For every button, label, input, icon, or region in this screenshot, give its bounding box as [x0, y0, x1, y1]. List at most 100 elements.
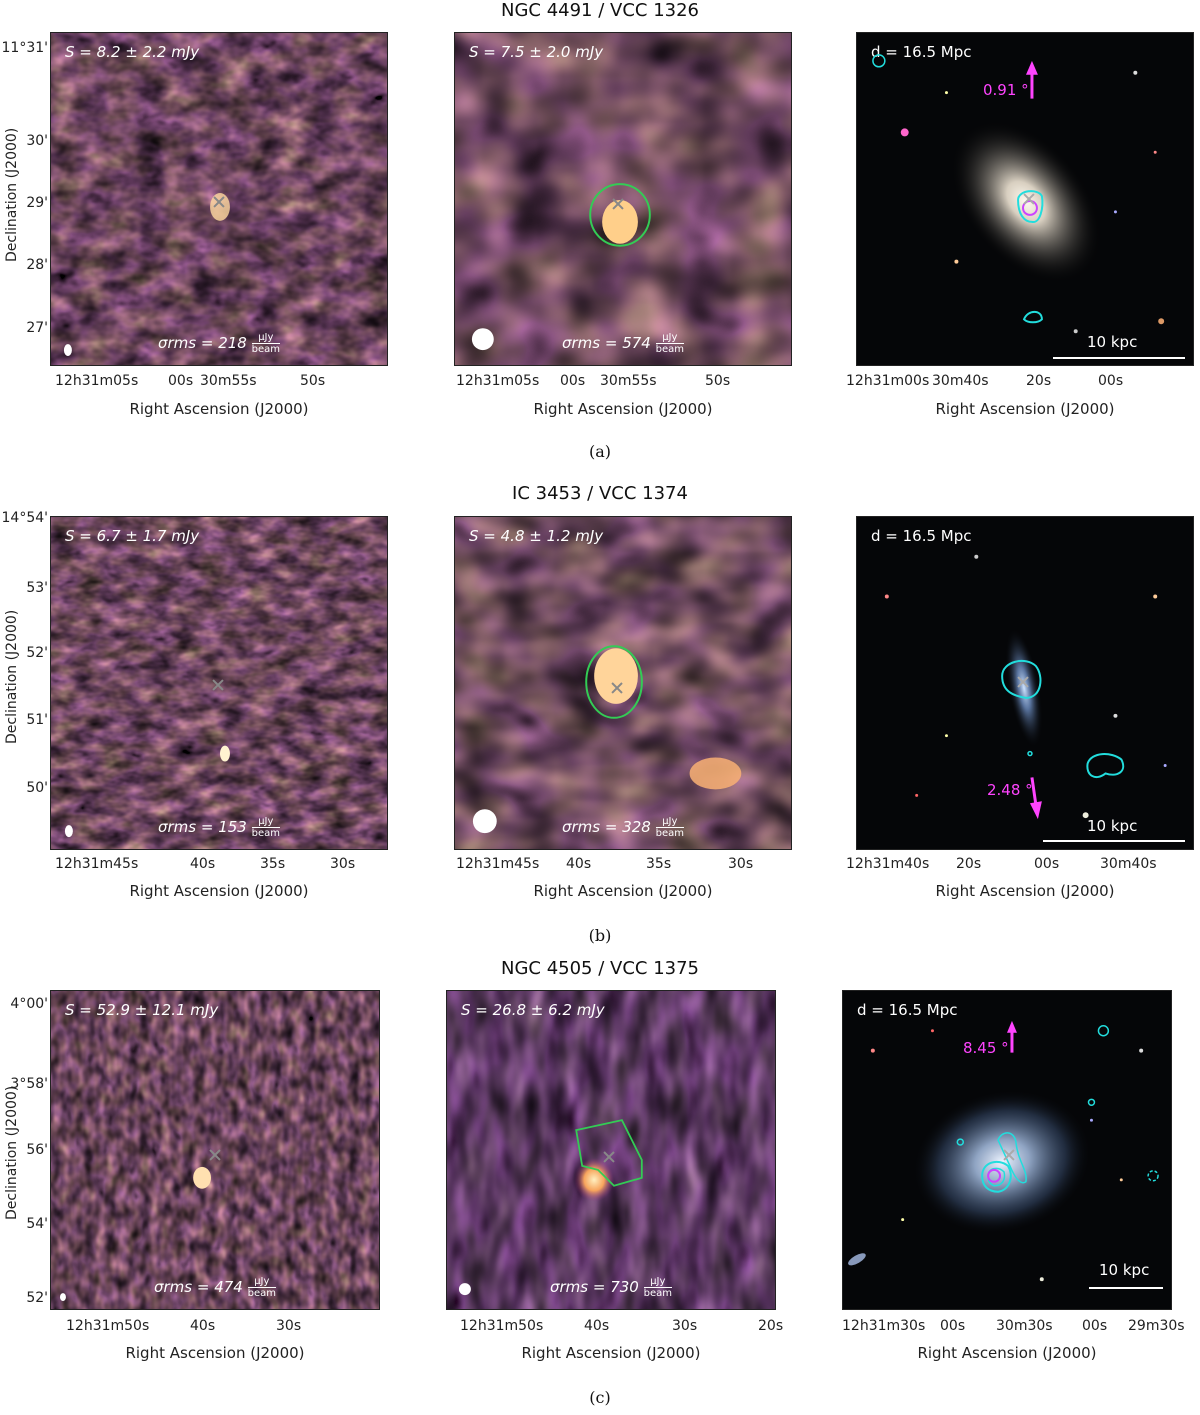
- flux-label-b-mid: S = 4.8 ± 1.2 mJy: [469, 527, 604, 545]
- contour-cyan-dashed: [1147, 1170, 1159, 1182]
- unit-den: beam: [251, 344, 280, 355]
- pa-angle-c: 8.45 °: [963, 1039, 1009, 1057]
- cross-marker: [212, 679, 224, 691]
- ytick-c-4: 52': [26, 1290, 48, 1306]
- overlay-a-mid: [471, 183, 651, 351]
- distance-label-c: d = 16.5 Mpc: [857, 1001, 958, 1019]
- ytick-b-2: 52': [26, 645, 48, 661]
- noise-map-c-mid: [447, 991, 775, 1309]
- flux-label-b-left: S = 6.7 ± 1.7 mJy: [65, 527, 200, 545]
- ytick-c-3: 54': [26, 1216, 48, 1232]
- xtick-b-right-1: 20s: [956, 856, 982, 872]
- xtick-c-mid-3: 20s: [758, 1318, 784, 1334]
- xtick-b-mid-0: 12h31m45s: [456, 856, 540, 872]
- optical-image-a: d = 16.5 Mpc 0.91 ° 10 kpc: [856, 32, 1194, 366]
- cross-marker: [612, 198, 624, 210]
- unit-num: μJy: [655, 816, 684, 828]
- xtick-a-mid-1: 00s: [560, 373, 586, 389]
- xtick-c-right-2: 30m30s: [996, 1318, 1053, 1334]
- xlabel-c-left: Right Ascension (J2000): [125, 1344, 305, 1362]
- overlay-c-mid: [458, 1119, 643, 1296]
- cross-marker: [213, 196, 225, 208]
- radio-map-low-res-c: S = 26.8 ± 6.2 mJy σrms = 730 μJy beam: [446, 990, 776, 1310]
- scale-bar-b: [1043, 840, 1185, 842]
- contour-cyan: [1001, 659, 1042, 699]
- xtick-c-mid-1: 40s: [584, 1318, 610, 1334]
- xtick-b-mid-1: 40s: [566, 856, 592, 872]
- overlay-b-mid: [472, 645, 643, 834]
- rms-label-a-mid: σrms = 574 μJy beam: [455, 332, 791, 355]
- radio-map-high-res-a: S = 8.2 ± 2.2 mJy σrms = 218 μJy beam: [50, 32, 388, 366]
- ytick-a-0: 11°31': [1, 40, 48, 56]
- beam-ellipse: [59, 1293, 66, 1302]
- xtick-c-right-4: 29m30s: [1128, 1318, 1185, 1334]
- xlabel-c-right: Right Ascension (J2000): [917, 1344, 1097, 1362]
- beam-ellipse: [64, 825, 73, 838]
- xlabel-a-mid: Right Ascension (J2000): [533, 400, 713, 418]
- rms-value: σrms = 328: [562, 818, 651, 836]
- xtick-c-right-0: 12h31m30s: [842, 1318, 926, 1334]
- distance-label-b: d = 16.5 Mpc: [871, 527, 972, 545]
- rms-value: σrms = 730: [550, 1278, 639, 1296]
- ytick-c-0: 4°00': [10, 996, 48, 1012]
- contour-cyan-small-1: [1097, 1025, 1110, 1037]
- unit-num: μJy: [655, 332, 684, 344]
- xtick-b-mid-2: 35s: [646, 856, 672, 872]
- xlabel-b-left: Right Ascension (J2000): [129, 882, 309, 900]
- flux-label-a-left: S = 8.2 ± 2.2 mJy: [65, 43, 200, 61]
- arrow-up-icon: [1025, 60, 1038, 99]
- contour-cyan-upper: [997, 1132, 1027, 1184]
- xtick-c-left-0: 12h31m50s: [66, 1318, 150, 1334]
- contour-cyan-small: [1022, 310, 1043, 324]
- caption-b: (b): [588, 926, 612, 945]
- xtick-a-mid-0: 12h31m05s: [456, 373, 540, 389]
- xtick-b-right-0: 12h31m40s: [846, 856, 930, 872]
- caption-a: (a): [588, 442, 612, 461]
- xtick-a-right-1: 30m40s: [932, 373, 989, 389]
- contour-cyan-right: [1086, 753, 1125, 778]
- xtick-a-left-1: 00s: [168, 373, 194, 389]
- row-title-a: NGC 4491 / VCC 1326: [501, 0, 699, 21]
- rms-value: σrms = 153: [158, 818, 247, 836]
- scale-label-a: 10 kpc: [1087, 333, 1138, 351]
- caption-c: (c): [589, 1388, 611, 1407]
- ytick-b-0: 14°54': [1, 510, 48, 526]
- xtick-c-mid-0: 12h31m50s: [460, 1318, 544, 1334]
- cross-marker: [603, 1151, 615, 1163]
- cross-marker: [209, 1149, 221, 1161]
- arrow-up-icon: [1007, 1020, 1017, 1053]
- scale-bar-a: [1053, 357, 1185, 359]
- xtick-b-left-2: 35s: [260, 856, 286, 872]
- unit-num: μJy: [251, 332, 280, 344]
- row-title-c: NGC 4505 / VCC 1375: [501, 958, 699, 979]
- xtick-c-right-1: 00s: [940, 1318, 966, 1334]
- rms-label-b-mid: σrms = 328 μJy beam: [455, 816, 791, 839]
- xtick-b-left-1: 40s: [190, 856, 216, 872]
- noise-map-b-mid: [455, 517, 791, 849]
- unit-den: beam: [655, 344, 684, 355]
- unit-num: μJy: [251, 816, 280, 828]
- radio-map-low-res-a: S = 7.5 ± 2.0 mJy σrms = 574 μJy beam: [454, 32, 792, 366]
- contour-cyan-small-3: [956, 1138, 965, 1146]
- overlay-a-left: [63, 196, 225, 357]
- ytick-b-4: 50': [26, 780, 48, 796]
- rms-value: σrms = 574: [562, 334, 651, 352]
- overlay-b-right: [1001, 659, 1125, 820]
- radio-map-high-res-b: S = 6.7 ± 1.7 mJy σrms = 153 μJy beam: [50, 516, 388, 850]
- xtick-a-right-3: 00s: [1098, 373, 1124, 389]
- pa-angle-a: 0.91 °: [983, 81, 1029, 99]
- xtick-a-mid-3: 50s: [705, 373, 731, 389]
- cross-marker: [1023, 193, 1035, 205]
- contour-cyan-small-2: [1087, 1098, 1096, 1107]
- xtick-b-left-3: 30s: [330, 856, 356, 872]
- ytick-a-4: 27': [26, 320, 48, 336]
- xlabel-a-right: Right Ascension (J2000): [935, 400, 1115, 418]
- overlay-a-right: [872, 54, 1044, 324]
- rms-label-a-left: σrms = 218 μJy beam: [51, 332, 387, 355]
- contour-magenta: [987, 1168, 1002, 1183]
- distance-label-a: d = 16.5 Mpc: [871, 43, 972, 61]
- xtick-c-right-3: 00s: [1082, 1318, 1108, 1334]
- rms-label-b-left: σrms = 153 μJy beam: [51, 816, 387, 839]
- xtick-c-mid-2: 30s: [672, 1318, 698, 1334]
- xtick-b-left-0: 12h31m45s: [55, 856, 139, 872]
